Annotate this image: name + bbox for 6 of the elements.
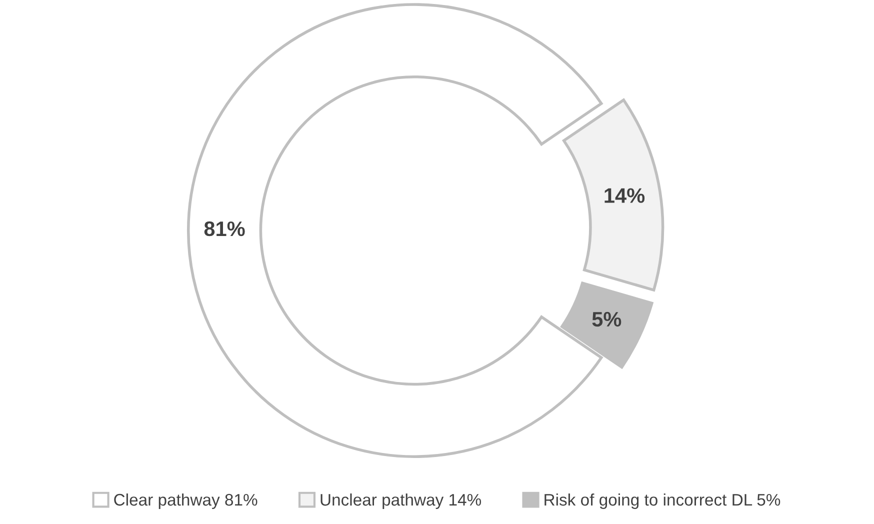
data-label: 14% bbox=[604, 188, 645, 203]
legend-label: Risk of going to incorrect DL 5% bbox=[544, 493, 780, 509]
data-label: 5% bbox=[592, 312, 622, 327]
legend-label: Clear pathway 81% bbox=[114, 493, 258, 509]
legend-label: Unclear pathway 14% bbox=[320, 493, 482, 509]
data-label: 81% bbox=[204, 221, 245, 236]
